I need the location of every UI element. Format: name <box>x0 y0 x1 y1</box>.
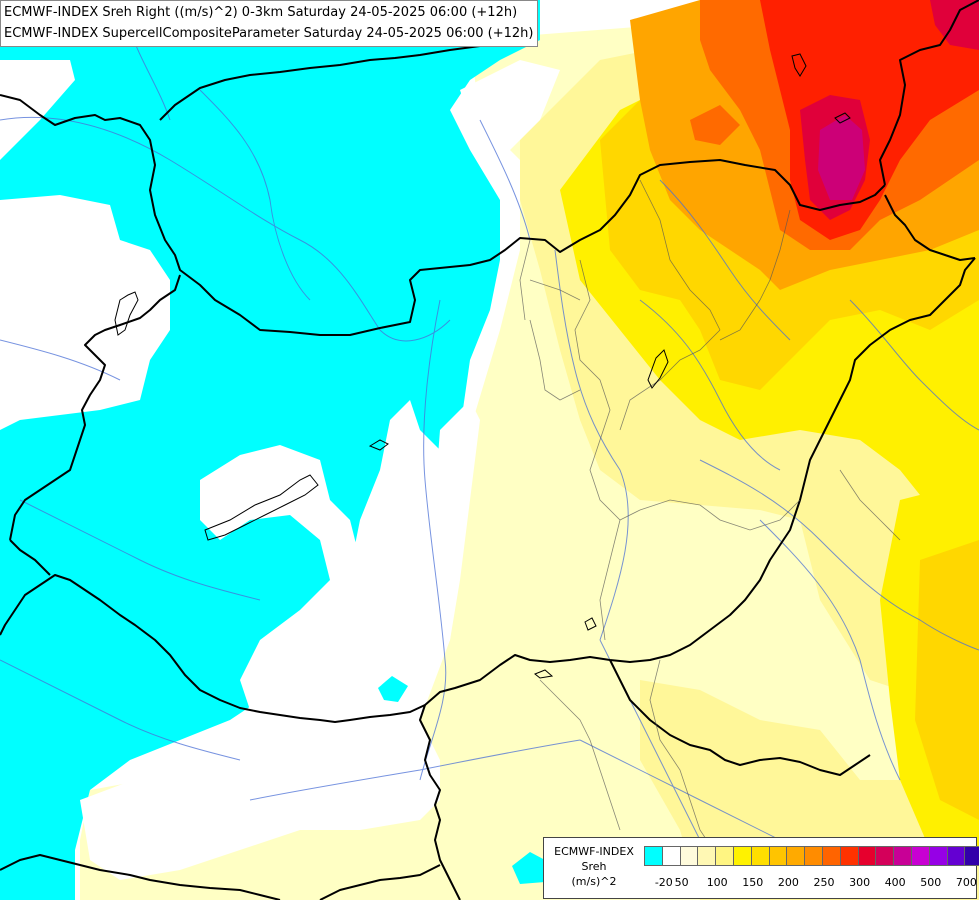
lakes <box>114 53 851 679</box>
legend-title: ECMWF-INDEX Sreh (m/s)^2 <box>544 844 644 889</box>
legend-label: 150 <box>742 876 764 889</box>
legend-swatch <box>839 846 859 866</box>
cyan-blob-se <box>512 852 545 884</box>
legend-label: 500 <box>920 876 942 889</box>
magenta-field <box>818 115 865 200</box>
map-header: ECMWF-INDEX Sreh Right ((m/s)^2) 0-3km S… <box>0 0 539 47</box>
legend-swatch <box>804 846 823 866</box>
legend-label: 400 <box>884 876 906 889</box>
region-lines <box>519 179 901 861</box>
legend-swatch <box>857 846 877 866</box>
legend-label: 250 <box>813 876 835 889</box>
legend-swatch <box>768 846 788 866</box>
legend-label: -20 <box>654 876 673 889</box>
legend-swatch <box>661 846 681 866</box>
legend-swatch <box>875 846 895 866</box>
legend-swatch <box>946 846 966 866</box>
crimson-field-ne <box>930 0 979 50</box>
legend-swatch <box>893 846 912 866</box>
legend-swatch <box>928 846 948 866</box>
white-patch-northwest <box>0 60 75 160</box>
legend-label: 100 <box>706 876 728 889</box>
gold-field-se <box>915 540 979 820</box>
legend-swatch <box>732 846 752 866</box>
rivers <box>0 29 979 881</box>
white-patch-east-edge <box>460 60 560 180</box>
legend-swatch <box>910 846 930 866</box>
legend: ECMWF-INDEX Sreh (m/s)^2 -20 50 100 150 200 2… <box>543 837 979 899</box>
white-patch-strip <box>420 400 480 680</box>
cyan-blob-small <box>378 676 408 702</box>
legend-label: 200 <box>777 876 799 889</box>
legend-title-unit: (m/s)^2 <box>571 875 617 888</box>
white-patch-south <box>80 710 440 880</box>
legend-title-variable: Sreh <box>581 860 607 873</box>
legend-swatch <box>715 846 734 866</box>
header-line-1: ECMWF-INDEX Sreh Right ((m/s)^2) 0-3km S… <box>4 5 518 20</box>
legend-swatch <box>697 846 717 866</box>
header-line-2: ECMWF-INDEX SupercellCompositeParameter … <box>4 26 534 41</box>
legend-swatch <box>821 846 841 866</box>
legend-label: 700 <box>955 876 977 889</box>
legend-label: 300 <box>849 876 871 889</box>
legend-swatch <box>644 846 663 866</box>
white-patch-west <box>0 195 170 430</box>
red-field-small <box>690 105 740 145</box>
legend-swatch <box>964 846 979 866</box>
legend-color-bar <box>644 846 979 866</box>
legend-labels: -20 50 100 150 200 250 300 400 500 700 <box>644 876 977 892</box>
legend-swatch <box>786 846 806 866</box>
legend-swatch <box>750 846 770 866</box>
legend-swatch <box>679 846 699 866</box>
legend-label: 50 <box>674 876 689 889</box>
legend-title-model: ECMWF-INDEX <box>554 845 634 858</box>
white-patch-center <box>200 445 430 710</box>
